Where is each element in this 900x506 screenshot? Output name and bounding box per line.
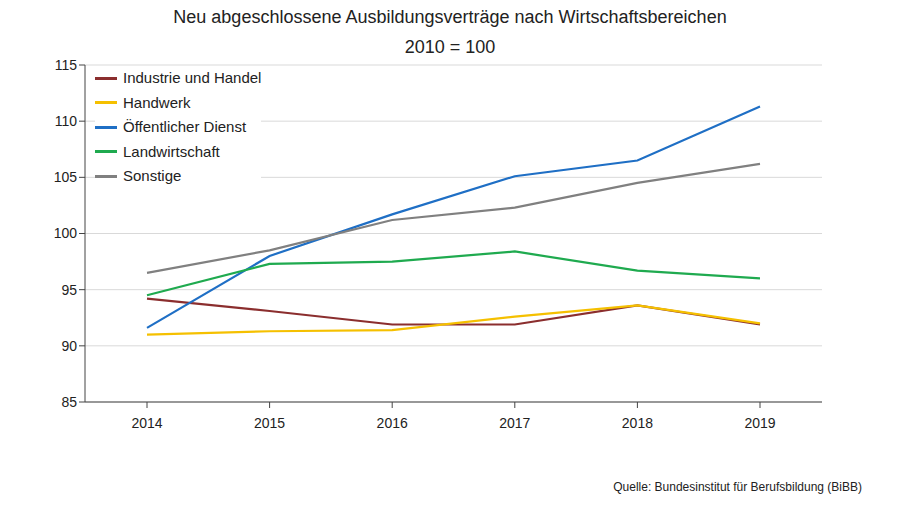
html-text:Handwerk: Handwerk: [123, 93, 191, 111]
svg-text:115: 115: [55, 57, 78, 73]
html-text:Quelle: Bundesinstitut für Ber: Quelle: Bundesinstitut für Berufsbildung…: [613, 480, 862, 494]
svg-text:2018: 2018: [622, 415, 653, 431]
svg-text:100: 100: [54, 225, 78, 241]
svg-text:110: 110: [55, 113, 78, 129]
html-text:2010 = 100: 2010 = 100: [404, 37, 496, 57]
html-text:Neu abgeschlossene Ausbildungs: Neu abgeschlossene Ausbildungsverträge n…: [173, 7, 727, 27]
svg-text:2014: 2014: [131, 415, 162, 431]
svg-text:95: 95: [61, 282, 77, 298]
html-text:Sonstige: Sonstige: [123, 167, 182, 184]
html-text:Industrie und Handel: Industrie und Handel: [123, 69, 262, 86]
svg-text:85: 85: [61, 394, 77, 410]
svg-text:2017: 2017: [499, 415, 530, 431]
svg-text:105: 105: [54, 169, 78, 185]
html-text:Landwirtschaft: Landwirtschaft: [123, 142, 220, 160]
html-text:Öffentlicher Dienst: Öffentlicher Dienst: [123, 118, 247, 135]
svg-text:90: 90: [61, 338, 77, 354]
svg-text:2019: 2019: [744, 415, 775, 431]
svg-text:2015: 2015: [254, 415, 285, 431]
svg-text:2016: 2016: [377, 415, 408, 431]
